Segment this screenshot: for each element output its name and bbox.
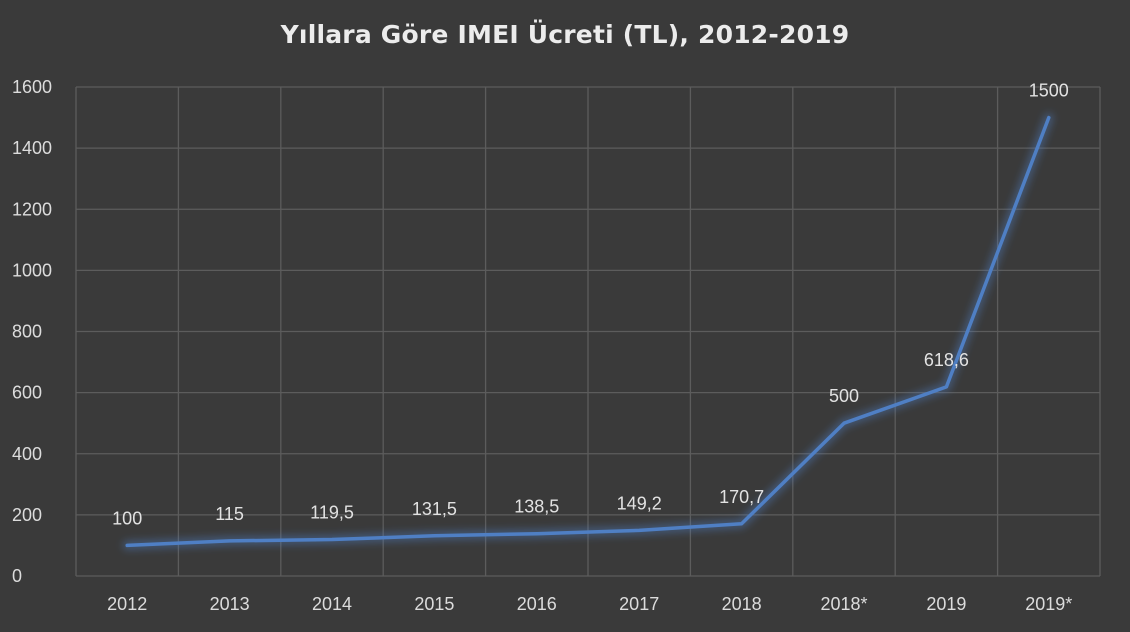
y-tick-label: 600 [12,383,42,403]
x-tick-label: 2018 [722,594,762,614]
data-label: 170,7 [719,487,764,507]
data-label: 119,5 [310,502,354,522]
data-label: 138,5 [514,497,559,517]
y-tick-label: 1400 [12,138,52,158]
x-tick-label: 2014 [312,594,352,614]
data-label: 1500 [1029,81,1069,101]
data-label: 618,6 [924,350,969,370]
y-tick-label: 400 [12,444,42,464]
x-tick-label: 2016 [517,594,557,614]
y-tick-label: 0 [12,566,22,586]
x-tick-label: 2019* [1025,594,1072,614]
y-tick-label: 1600 [12,77,52,97]
data-label: 149,2 [617,493,662,513]
y-tick-label: 1200 [12,199,52,219]
data-label: 100 [112,508,142,528]
x-axis-ticks: 2012 2013 2014 2015 2016 2017 2018 2018* 2019 201… [107,594,1072,614]
data-label: 131,5 [412,499,457,519]
data-label: 500 [829,386,859,406]
x-tick-label: 2018* [820,594,867,614]
chart-title: Yıllara Göre IMEI Ücreti (TL), 2012-2019 [280,20,850,49]
series [122,113,1054,550]
x-tick-label: 2012 [107,594,147,614]
x-tick-label: 2017 [619,594,659,614]
series-line [125,115,1051,548]
x-tick-label: 2013 [210,594,250,614]
data-labels: 100 115 119,5 131,5 138,5 149,2 170,7 500 618,6 1… [112,81,1069,529]
data-label: 115 [215,504,244,524]
y-tick-label: 200 [12,505,42,525]
x-tick-label: 2015 [414,594,454,614]
y-tick-label: 1000 [12,260,52,280]
grid [75,86,1101,577]
y-tick-label: 800 [12,322,42,342]
y-axis-ticks: 0 200 400 600 800 1000 1200 1400 1600 [12,77,52,586]
x-tick-label: 2019 [926,594,966,614]
